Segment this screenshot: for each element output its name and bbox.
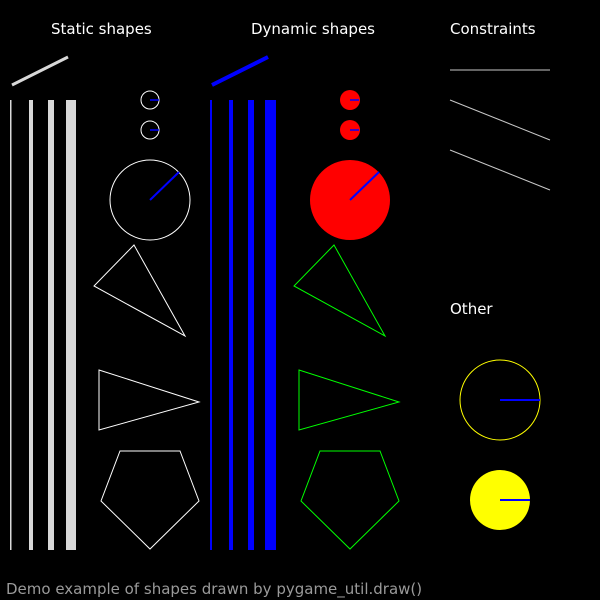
constraint-line-2 — [449, 99, 551, 141]
static-big-circle-indicator — [149, 171, 180, 201]
static-segment-1 — [10, 100, 12, 550]
constraints-group — [449, 69, 551, 191]
static-segment-2 — [29, 100, 33, 550]
static-pentagon — [100, 450, 200, 550]
dynamic-shapes-heading: Dynamic shapes — [251, 20, 375, 38]
dynamic-triangle-2 — [298, 369, 401, 431]
dynamic-segment-2 — [229, 100, 233, 550]
dynamic-big-circle-indicator — [349, 171, 380, 201]
dynamic-segment-3 — [248, 100, 254, 550]
demo-caption: Demo example of shapes drawn by pygame_u… — [6, 580, 423, 598]
other-heading: Other — [450, 300, 493, 318]
static-shapes-heading: Static shapes — [51, 20, 152, 38]
static-triangle-2 — [98, 369, 201, 431]
constraints-heading: Constraints — [450, 20, 536, 38]
dynamic-segment-4 — [265, 100, 276, 550]
static-triangle-1 — [93, 244, 187, 338]
dynamic-diagonal-segment — [211, 55, 269, 87]
static-diagonal-segment — [11, 55, 69, 87]
dynamic-shapes-group — [210, 55, 401, 550]
dynamic-pentagon — [300, 450, 400, 550]
dynamic-triangle-1 — [293, 244, 387, 338]
constraint-line-3 — [449, 149, 551, 191]
static-segment-4 — [66, 100, 76, 550]
other-group — [459, 359, 541, 530]
static-segment-3 — [48, 100, 54, 550]
dynamic-segment-1 — [210, 100, 212, 550]
static-big-circle — [109, 159, 191, 241]
static-shapes-group — [10, 55, 201, 550]
